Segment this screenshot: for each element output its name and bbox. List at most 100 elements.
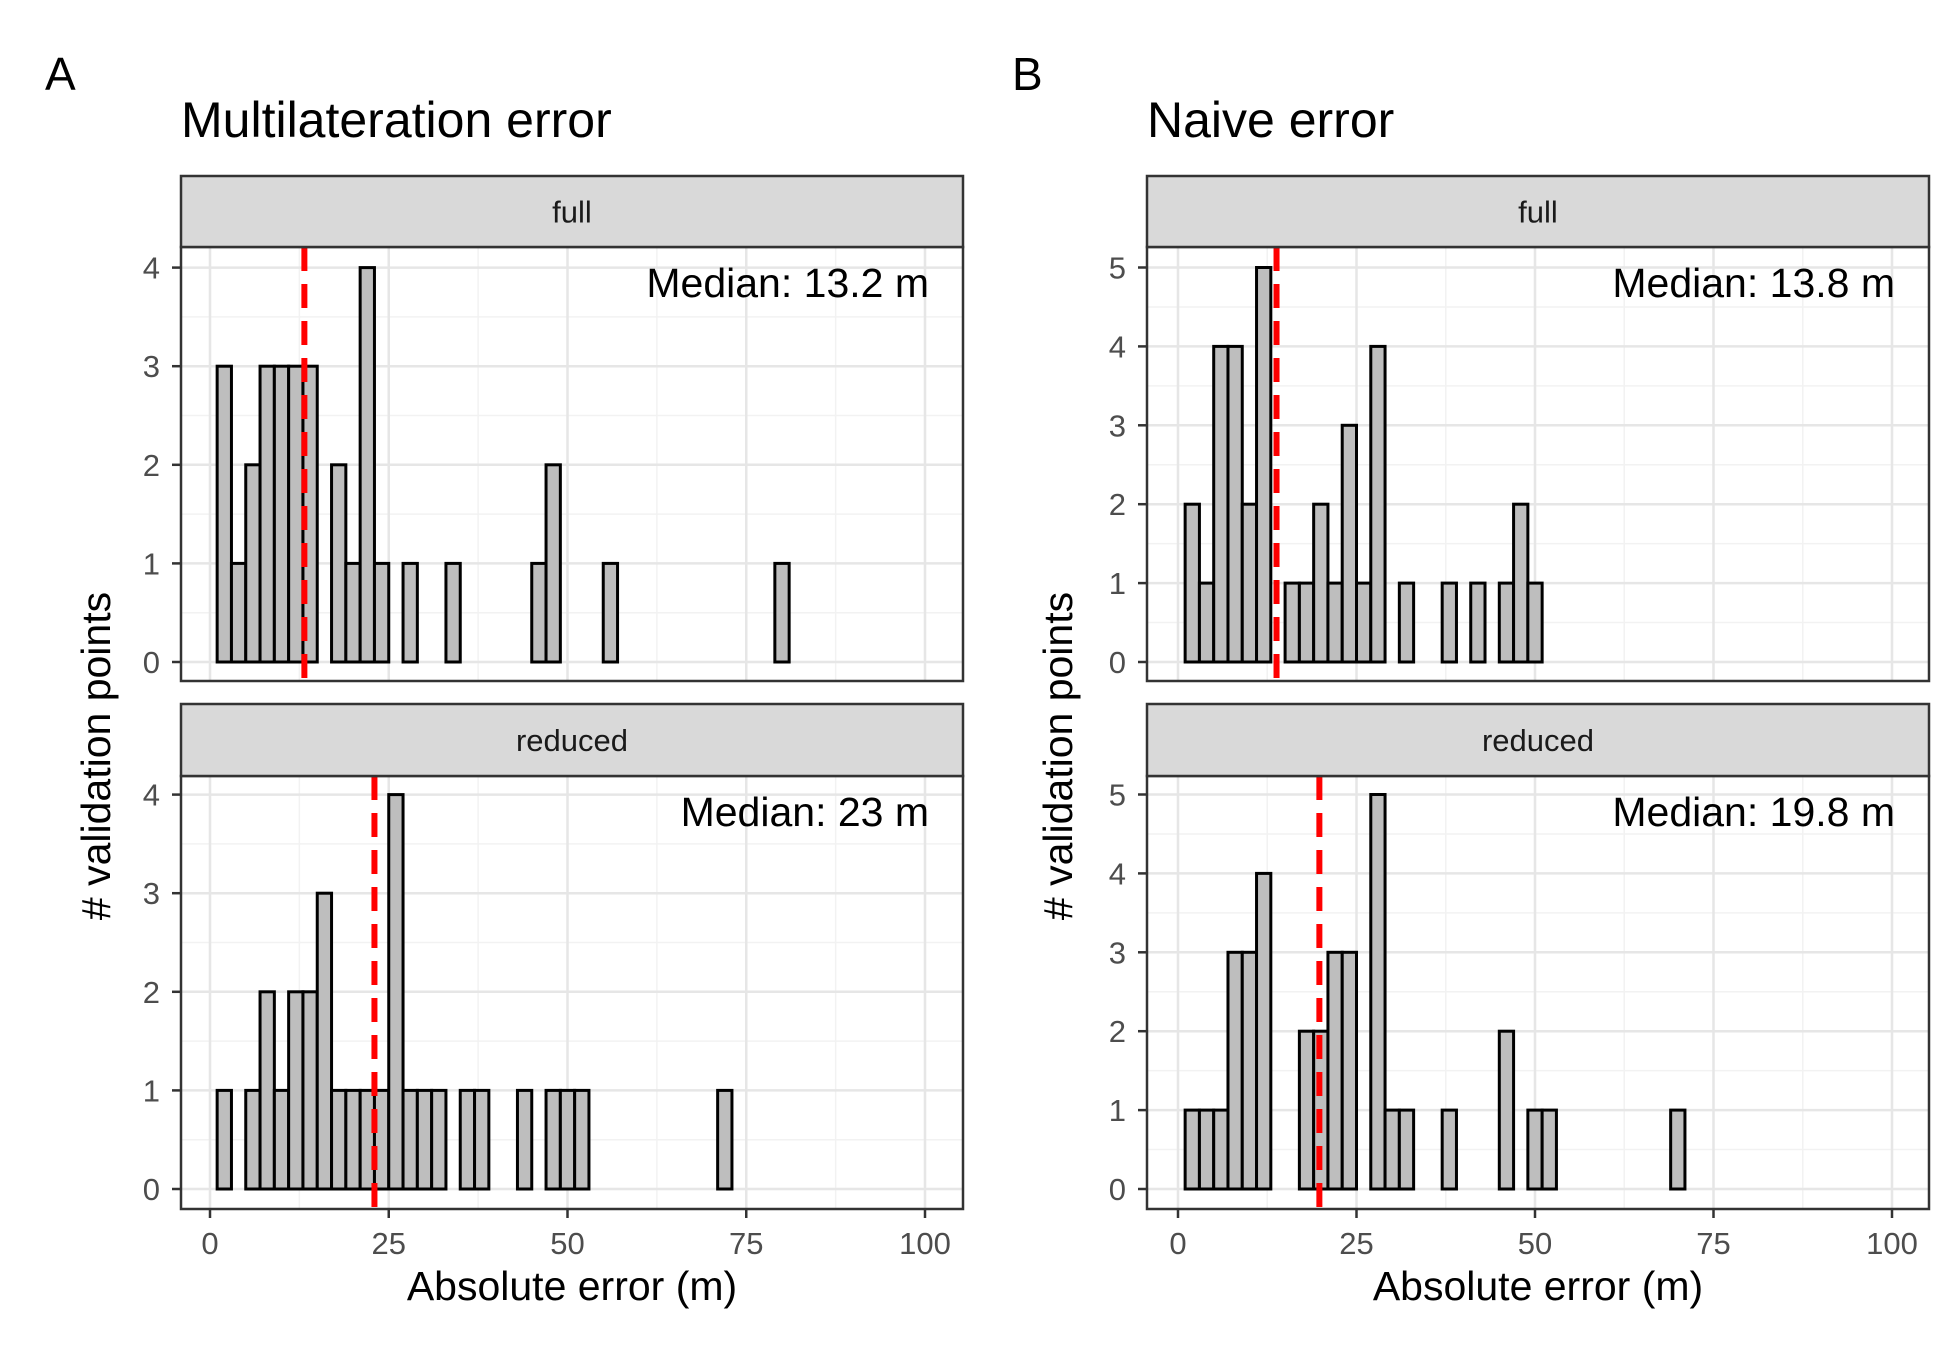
- histogram-bar: [272, 364, 291, 664]
- median-label: Median: 19.8 m: [1612, 789, 1895, 835]
- histogram-bar: [387, 793, 405, 1191]
- histogram-bar: [601, 561, 620, 664]
- histogram-bar: [444, 561, 462, 664]
- x-tick-label: 50: [550, 1226, 584, 1261]
- chart-title: Naive error: [1147, 92, 1394, 148]
- y-tick-label: 0: [143, 645, 160, 680]
- histogram-bar: [258, 990, 276, 1191]
- x-tick-label: 0: [1169, 1226, 1186, 1261]
- y-tick-label: 2: [143, 448, 160, 483]
- histogram-bar: [1369, 344, 1387, 664]
- histogram-bar: [1226, 950, 1244, 1191]
- histogram-bar: [258, 364, 276, 664]
- facet-strip: [179, 702, 965, 778]
- histogram-bar: [1283, 581, 1301, 664]
- y-tick-label: 1: [143, 546, 160, 581]
- y-tick-label: 4: [143, 778, 160, 813]
- facet-reduced: Median: 23 m reduced 0 1 2 3 4: [143, 702, 965, 1211]
- histogram-bar: [544, 463, 562, 664]
- y-tick-label: 3: [1109, 935, 1126, 970]
- histogram-bar: [1297, 581, 1316, 664]
- histogram-bar: [1340, 950, 1358, 1191]
- histogram-bar: [1212, 1108, 1230, 1191]
- facet-strip-label: full: [552, 195, 592, 230]
- y-tick-label: 1: [1109, 566, 1126, 601]
- x-axis-title: Absolute error (m): [1373, 1263, 1703, 1309]
- histogram-bar: [1255, 871, 1273, 1191]
- histogram-bar: [287, 364, 305, 664]
- y-tick-label: 0: [1109, 1172, 1126, 1207]
- histogram-bar: [530, 561, 548, 664]
- histogram-bar: [515, 1088, 534, 1191]
- histogram-bar: [1355, 581, 1373, 664]
- histogram-bar: [244, 1088, 262, 1191]
- y-tick-label: 3: [143, 349, 160, 384]
- x-tick-label: 25: [372, 1226, 406, 1261]
- histogram-bar: [301, 990, 319, 1191]
- y-tick-label: 3: [143, 876, 160, 911]
- facet-strip: [1145, 702, 1931, 778]
- histogram-bar: [1312, 502, 1330, 664]
- histogram-bar: [287, 990, 305, 1191]
- y-tick-label: 4: [1109, 329, 1126, 364]
- histogram-bar: [330, 463, 348, 664]
- histogram-bar: [544, 1088, 562, 1191]
- histogram-bar: [1397, 1108, 1416, 1191]
- x-tick-label: 75: [729, 1226, 763, 1261]
- histogram-bar: [1255, 266, 1273, 664]
- histogram-bar: [473, 1088, 491, 1191]
- median-label: Median: 13.8 m: [1612, 260, 1895, 306]
- y-tick-label: 3: [1109, 408, 1126, 443]
- x-tick-label: 75: [1696, 1226, 1730, 1261]
- facet-reduced: Median: 19.8 m reduced 0 1 2 3 4 5: [1109, 702, 1931, 1211]
- histogram-bar: [372, 561, 391, 664]
- histogram-bar: [1197, 1108, 1216, 1191]
- y-tick-label: 1: [143, 1073, 160, 1108]
- facet-strip: [179, 174, 965, 249]
- histogram-bar: [773, 561, 791, 664]
- x-tick-label: 0: [201, 1226, 218, 1261]
- y-axis-title: # validation points: [1035, 592, 1081, 920]
- histogram-bar: [344, 561, 362, 664]
- histogram-bar: [1183, 502, 1201, 664]
- histogram-bar: [1497, 1029, 1516, 1191]
- histogram-bar: [430, 1088, 448, 1191]
- histogram-bar: [716, 1088, 734, 1191]
- histogram-bar: [358, 266, 376, 664]
- y-tick-label: 5: [1109, 251, 1126, 286]
- x-tick-label: 100: [899, 1226, 951, 1261]
- histogram-bar: [1469, 581, 1487, 664]
- y-tick-label: 4: [143, 251, 160, 286]
- histogram-bar: [1669, 1108, 1687, 1191]
- histogram-bar: [458, 1088, 477, 1191]
- y-axis-title: # validation points: [73, 592, 119, 920]
- y-tick-label: 1: [1109, 1093, 1126, 1128]
- histogram-bar: [244, 463, 262, 664]
- y-tick-label: 0: [143, 1172, 160, 1207]
- histogram-bar: [1397, 581, 1416, 664]
- chart-panel-a: A Multilateration error Median: 13.2 m full…: [45, 48, 965, 1309]
- histogram-bar: [1369, 793, 1387, 1191]
- histogram-bar: [1383, 1108, 1401, 1191]
- x-axis-title: Absolute error (m): [407, 1263, 737, 1309]
- histogram-bar: [372, 1088, 391, 1191]
- histogram-bar: [1526, 1108, 1544, 1191]
- histogram-bar: [315, 891, 334, 1191]
- histogram-bar: [344, 1088, 362, 1191]
- facet-strip-label: reduced: [1482, 723, 1594, 758]
- facet-full: Median: 13.2 m full 0 1 2 3 4: [143, 174, 965, 683]
- histogram-bar: [215, 1088, 233, 1191]
- histogram-bar: [401, 1088, 419, 1191]
- histogram-bar: [1197, 581, 1216, 664]
- histogram-bar: [1297, 1029, 1316, 1191]
- histogram-bar: [1183, 1108, 1201, 1191]
- facet-strip-label: full: [1518, 195, 1558, 230]
- histogram-bar: [1440, 581, 1458, 664]
- panel-label: B: [1012, 48, 1043, 100]
- histogram-bar: [415, 1088, 434, 1191]
- histogram-bar: [401, 561, 419, 664]
- histogram-bar: [1212, 344, 1230, 664]
- histogram-bar: [358, 1088, 376, 1191]
